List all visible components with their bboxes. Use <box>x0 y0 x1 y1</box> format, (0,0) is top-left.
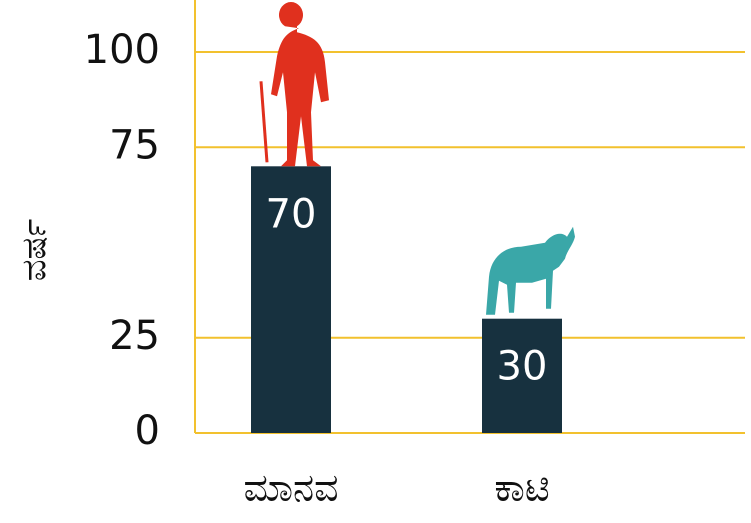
y-tick-label: 25 <box>109 313 160 359</box>
gaur-shape <box>486 227 575 315</box>
person-icon <box>261 2 329 166</box>
value-label: 70 <box>266 191 317 237</box>
x-tick-label: ಮಾನವ <box>243 466 338 510</box>
y-tick-label: 100 <box>84 27 160 73</box>
y-tick-label: 0 <box>135 408 160 454</box>
chart: ವರ್ಷ 0 25 75 100 70 ಮಾನವ 30 ಕಾಟಿ <box>0 0 751 523</box>
value-label: 30 <box>497 344 548 390</box>
gaur-icon <box>486 227 575 315</box>
cane <box>261 81 267 162</box>
person-shape <box>271 2 329 166</box>
x-tick-label: ಕಾಟಿ <box>494 466 549 510</box>
y-tick-label: 75 <box>109 122 160 168</box>
y-axis-label: ವರ್ಷ <box>15 219 55 282</box>
